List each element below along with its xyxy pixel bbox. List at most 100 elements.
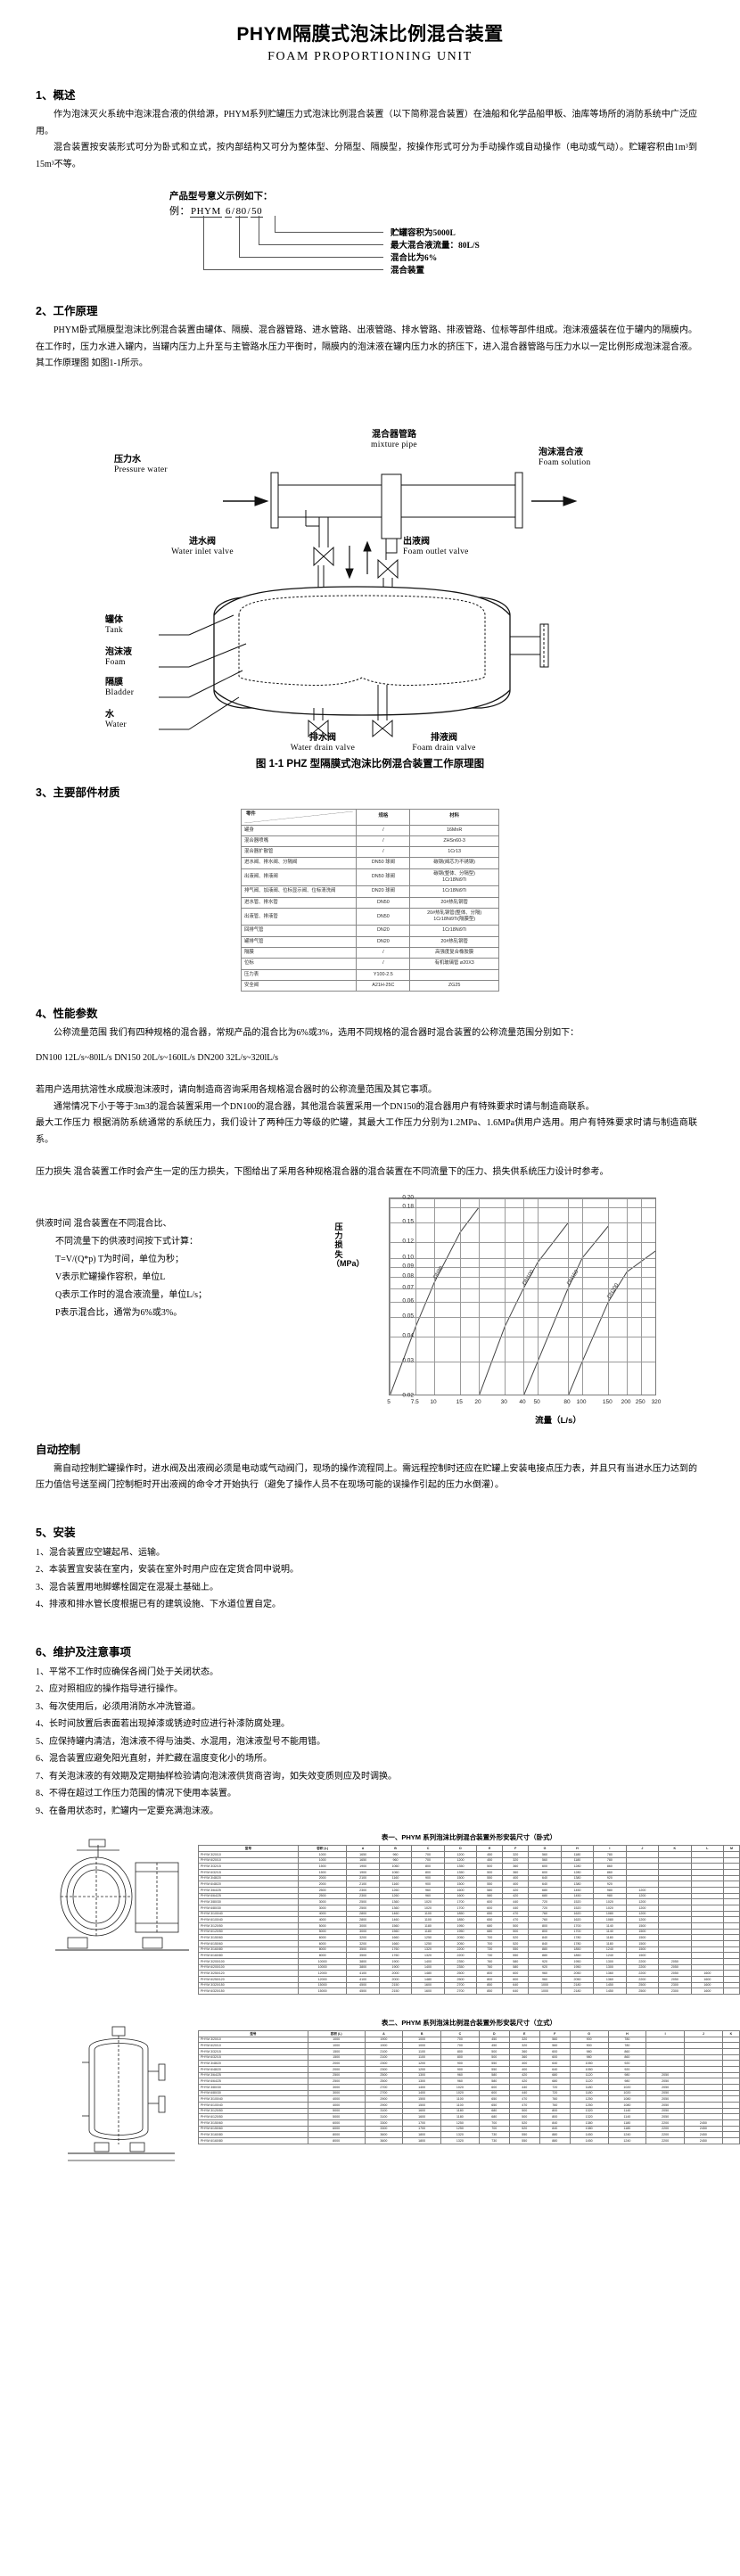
dim-value: 500 <box>478 2048 510 2055</box>
dim-value: 1320 <box>569 2107 609 2115</box>
dim-value <box>658 1928 692 1936</box>
dim-value: 1700 <box>560 1922 595 1930</box>
dim-model-name: PHYM 6/80/30 <box>198 2089 308 2097</box>
dim-value: 3800 <box>346 1963 380 1971</box>
dim-value <box>723 1898 740 1905</box>
table-row: 隔膜 / 高强度复合橡胶膜 <box>240 947 499 959</box>
chart-x-tick-label: 320 <box>651 1398 662 1405</box>
dim-value: 550 <box>508 2137 540 2144</box>
table-row: PHYM 3/48/20 2000 2300 1200 900 550 400 640 1050… <box>198 2060 740 2068</box>
dim-value: 3500 <box>346 1946 380 1954</box>
dim-value: 360 <box>508 2048 540 2055</box>
dim-value <box>690 1881 725 1888</box>
dim-value: 1500 <box>443 1881 478 1888</box>
dim-value: 6000 <box>307 2119 366 2127</box>
dim-value: 1950 <box>443 1922 478 1930</box>
auto-control-heading: 自动控制 <box>36 1443 81 1456</box>
material-part-name: 混合器扩散管 <box>240 846 358 859</box>
chart-gridline-v <box>627 1197 629 1395</box>
dim-value: 1800 <box>402 2131 441 2139</box>
dim-value: 920 <box>607 2060 647 2068</box>
table-header-row: 零件 规格 材料 <box>240 808 499 826</box>
dim-column-header-0: 型号 <box>198 2030 308 2037</box>
dim-value <box>721 2042 740 2050</box>
dimension-block-vertical: 表二、PHYM 系列泡沫比例混合装置外形安装尺寸（立式） 型号 容积 (L) A B C… <box>0 2018 740 2174</box>
dim-value <box>690 1946 725 1954</box>
performance-paragraph-5: 压力损失 混合装置工作时会产生一定的压力损失，下图给出了采用各种规格混合器的混合… <box>36 1167 609 1178</box>
dim-value: 520 <box>502 1934 530 1941</box>
dim-value <box>684 2060 723 2068</box>
dim-value <box>658 1886 692 1894</box>
chart-plot-area <box>389 1197 656 1395</box>
dim-column-header-12: K <box>658 1845 692 1852</box>
dim-value: 3500 <box>346 1952 380 1959</box>
dim-value: 1780 <box>560 1940 595 1947</box>
dimension-table-1-body: PHYM 3/20/10 1000 1650 960 700 1200 450 320 560 1… <box>197 1850 740 1996</box>
dim-value: 2350 <box>443 1963 478 1971</box>
dimension-table-2-holder: 表二、PHYM 系列泡沫比例混合装置外形安装尺寸（立式） 型号 容积 (L) A B C… <box>198 2018 740 2144</box>
dim-value: 840 <box>539 2125 571 2133</box>
horizontal-tank-drawing <box>50 1832 193 1971</box>
dim-value: 1020 <box>593 1898 627 1905</box>
table-header-row: 型号 容积 (L) A B C D E F G H I J K <box>198 2030 740 2037</box>
dim-value: 2180 <box>560 1981 595 1989</box>
table-row: PHYM 6/250/120 12000 4100 2000 1480 2500 800 60… <box>197 1976 740 1983</box>
dim-value <box>684 2036 723 2044</box>
dim-value: 1100 <box>411 1916 445 1923</box>
dim-value: 920 <box>607 2066 647 2073</box>
dim-model-name: PHYM 6/20/10 <box>198 2042 308 2050</box>
dim-value: 1200 <box>443 1850 478 1858</box>
dim-value: 700 <box>411 1856 445 1864</box>
dim-column-header-11: J <box>684 2030 723 2037</box>
dim-value <box>645 2060 685 2068</box>
dim-value <box>684 2089 723 2097</box>
dim-value: 1180 <box>560 1850 595 1858</box>
dim-value <box>684 2078 723 2086</box>
diagram-label-foam-solution: 泡沫混合液 Foam solution <box>539 447 591 468</box>
material-spec: / <box>356 824 411 836</box>
dim-value: 400 <box>508 2066 540 2073</box>
diagram-label-pressure-water: 压力水 Pressure water <box>114 454 168 475</box>
dim-value <box>721 2137 740 2144</box>
material-type: ZG25 <box>409 979 499 992</box>
installation-item-0: 1、混合装置应空罐起吊、运输。 <box>36 1547 165 1558</box>
dim-model-name: PHYM 6/64/25 <box>198 2078 308 2086</box>
dim-value: 520 <box>508 2119 540 2127</box>
dim-value: 1400 <box>402 2089 441 2097</box>
dim-value: 500 <box>508 2107 540 2115</box>
dim-value: 600 <box>478 2089 510 2097</box>
dim-model-name: PHYM 3/200/100 <box>197 1958 300 1965</box>
dim-value: 1180 <box>560 1856 595 1864</box>
material-spec: DN50 球阀 <box>356 868 411 887</box>
dim-value <box>684 2042 723 2050</box>
table-row: PHYM 6/64/25 2500 2300 1260 960 1600 580 420 680… <box>197 1892 740 1900</box>
dim-value: 760 <box>476 1958 504 1965</box>
dim-value: 1200 <box>625 1910 660 1918</box>
dim-column-header-5: D <box>478 2030 510 2037</box>
dimension-table-2-caption: 表二、PHYM 系列泡沫比例混合装置外形安装尺寸（立式） <box>381 2019 557 2028</box>
chart-gridline-v <box>479 1197 480 1395</box>
dim-value: 2300 <box>346 1886 380 1894</box>
dim-value: 3600 <box>364 2131 404 2139</box>
dim-model-name: PHYM 3/64/25 <box>197 1886 300 1894</box>
table-row: PHYM 6/20/10 1000 1650 960 700 1200 450 320 560 1… <box>197 1856 740 1864</box>
dim-value: 580 <box>502 1958 530 1965</box>
material-part-name: 排气阀、加液阀、位标显示阀、位标清洗阀 <box>240 885 358 898</box>
dim-column-header-9: H <box>607 2030 647 2037</box>
dim-value: 1800 <box>402 2137 441 2144</box>
dim-value: 2300 <box>364 2060 404 2068</box>
dim-value <box>625 1850 660 1858</box>
dim-value: 960 <box>411 1892 445 1900</box>
dim-value <box>625 1881 660 1888</box>
dim-value: 6000 <box>298 1934 348 1941</box>
dim-value: 320 <box>502 1850 530 1858</box>
materials-header-material: 材料 <box>409 808 499 826</box>
dim-value: 600 <box>476 1904 504 1912</box>
table-row: 回排气管 DN20 1Cr18Ni9Ti <box>240 925 499 937</box>
dim-value: 1320 <box>440 2137 480 2144</box>
section-heading-principle: 2、工作原理 <box>36 305 98 317</box>
dim-column-header-4: C <box>440 2030 480 2037</box>
dim-value: 420 <box>508 2071 540 2079</box>
dim-value: 1950 <box>443 1928 478 1936</box>
dim-value: 840 <box>528 1934 562 1941</box>
